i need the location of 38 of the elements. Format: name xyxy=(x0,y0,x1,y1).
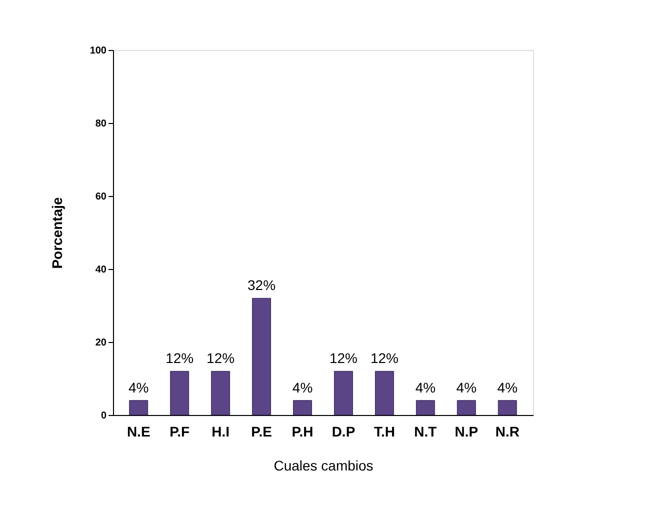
data-label: 4% xyxy=(292,379,313,396)
bar xyxy=(498,400,517,416)
x-tick-label: N.R xyxy=(495,424,520,440)
x-tick-label: H.I xyxy=(212,424,230,440)
x-tick-label: N.T xyxy=(414,424,438,440)
data-label: 4% xyxy=(456,379,477,396)
x-tick-label: N.P xyxy=(454,424,478,440)
x-axis-title: Cuales cambios xyxy=(274,458,374,474)
data-label: 12% xyxy=(206,350,235,366)
data-label: 12% xyxy=(370,350,398,366)
data-label: 4% xyxy=(497,379,518,396)
data-label: 12% xyxy=(166,350,194,366)
x-tick-label: P.E xyxy=(251,424,272,440)
x-tick-label: P.F xyxy=(170,424,190,440)
bar xyxy=(293,400,312,416)
bar xyxy=(211,370,230,416)
y-tick-label: 0 xyxy=(100,410,107,422)
bar xyxy=(334,370,353,416)
bar xyxy=(416,400,435,416)
y-tick-label: 100 xyxy=(90,46,107,56)
bar xyxy=(374,370,394,416)
bar xyxy=(129,400,148,416)
y-tick-label: 20 xyxy=(95,338,107,348)
y-tick-label: 40 xyxy=(95,264,107,276)
data-label: 4% xyxy=(128,379,149,396)
y-tick-label: 60 xyxy=(95,192,107,202)
y-tick-label: 80 xyxy=(95,118,107,130)
data-label: 32% xyxy=(248,277,276,294)
bar xyxy=(252,298,272,416)
y-axis-title: Porcentaje xyxy=(48,196,65,269)
x-tick-label: T.H xyxy=(374,424,395,440)
data-label: 12% xyxy=(329,350,358,366)
x-tick-label: D.P xyxy=(332,424,356,440)
data-label: 4% xyxy=(415,379,436,396)
bar xyxy=(170,370,190,416)
x-tick-label: N.E xyxy=(126,424,150,440)
bar xyxy=(456,400,476,416)
x-tick-label: P.H xyxy=(292,424,314,440)
